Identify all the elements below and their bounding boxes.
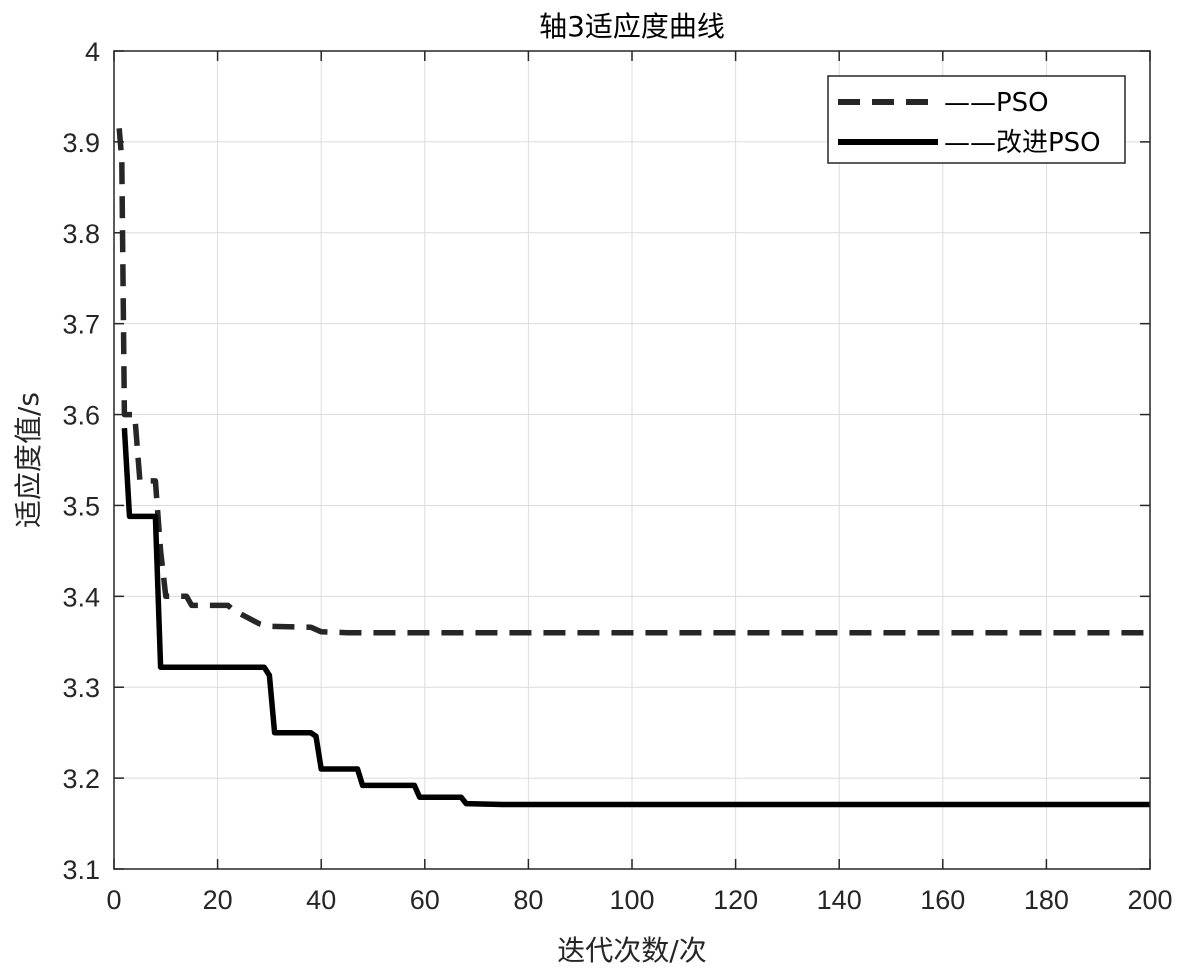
grid-lines (114, 51, 1150, 869)
x-tick-label: 200 (1127, 885, 1172, 915)
x-tick-label: 0 (106, 885, 121, 915)
y-tick-label: 3.9 (62, 128, 100, 158)
y-tick-label: 3.8 (62, 219, 100, 249)
x-tick-label: 180 (1024, 885, 1069, 915)
x-tick-label: 40 (306, 885, 336, 915)
x-tick-label: 80 (513, 885, 543, 915)
y-tick-label: 3.2 (62, 764, 100, 794)
x-tick-label: 100 (609, 885, 654, 915)
legend-label-pso: ——PSO (944, 88, 1049, 118)
y-tick-label: 3.5 (62, 491, 100, 521)
x-tick-label: 160 (920, 885, 965, 915)
chart-title: 轴3适应度曲线 (539, 10, 725, 43)
pso-series-line (116, 128, 1150, 636)
x-tick-label: 60 (410, 885, 440, 915)
improved-pso-series-line (121, 428, 1150, 808)
y-tick-label: 3.4 (62, 582, 100, 612)
x-tick-label: 120 (713, 885, 758, 915)
y-tick-label: 3.1 (62, 855, 100, 885)
y-tick-label: 3.3 (62, 673, 100, 703)
x-tick-label: 20 (203, 885, 233, 915)
y-tick-label: 3.7 (62, 310, 100, 340)
y-tick-label: 3.6 (62, 401, 100, 431)
series-layer (116, 128, 1150, 808)
x-tick-label: 140 (817, 885, 862, 915)
y-tick-label: 4 (85, 37, 100, 67)
tick-layer: 0 20 40 60 80 100 120 140 160 180 200 3.1 3.2 3.3 3.4 3… (62, 37, 1172, 915)
legend-label-improved-pso: ——改进PSO (944, 128, 1101, 158)
x-axis-title: 迭代次数/次 (557, 934, 706, 967)
legend: ——PSO ——改进PSO (827, 75, 1126, 164)
legend-box (827, 75, 1126, 164)
y-axis-title: 适应度值/s (12, 392, 45, 528)
